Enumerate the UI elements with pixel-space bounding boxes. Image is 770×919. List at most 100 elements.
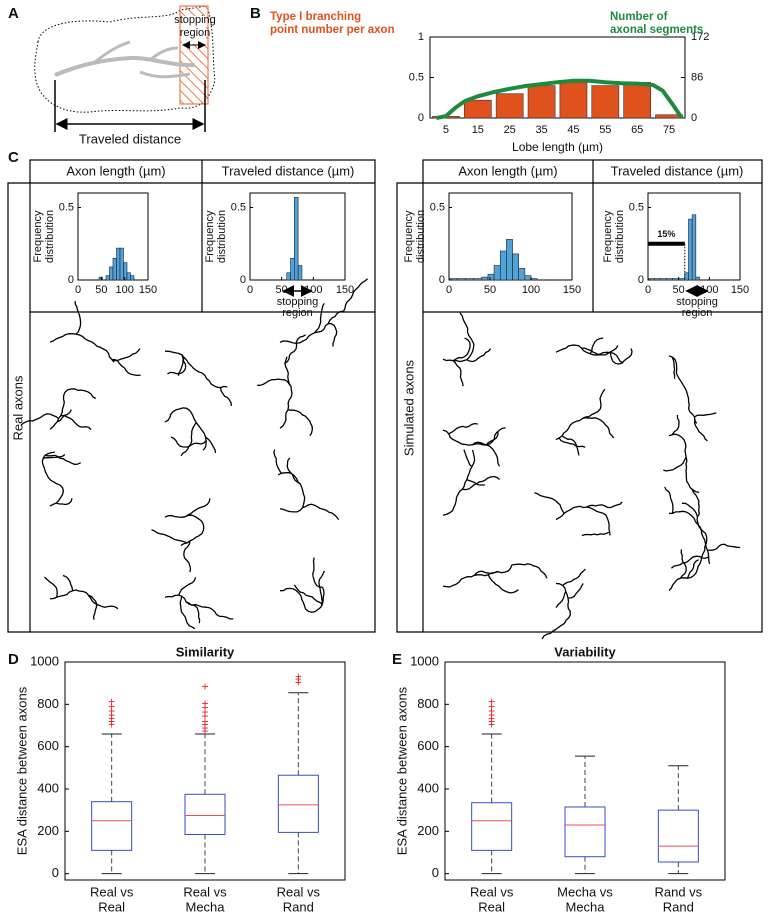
hist-bar (499, 250, 507, 281)
y-tick-label: 1 (418, 31, 424, 43)
flier: + (108, 694, 115, 708)
x-tick-label: 55 (599, 124, 611, 136)
hist-bar (512, 253, 519, 281)
x-tick-label: 75 (663, 124, 675, 136)
hist-bar (672, 278, 679, 281)
x-tick-label: 65 (631, 124, 643, 136)
flier: + (488, 714, 495, 728)
x-tick-label: Real vs (277, 884, 321, 899)
x-tick-label: 0 (75, 284, 81, 296)
axon (151, 498, 211, 573)
annotation: region (180, 27, 211, 39)
bar (623, 82, 652, 119)
x-tick-label: 100 (700, 284, 718, 296)
hist-bar (297, 265, 303, 281)
flier: + (108, 718, 115, 732)
hist-bar (695, 276, 700, 281)
y-axis-label: Frequency (32, 210, 44, 262)
flier: + (108, 708, 115, 722)
y-tick-label: 0 (418, 112, 424, 124)
box (91, 801, 133, 851)
axon (555, 388, 615, 456)
bar (527, 85, 556, 119)
y-tick-label: 200 (37, 823, 59, 838)
hist-bar (493, 265, 501, 281)
hist-bar (678, 278, 686, 281)
flier: + (108, 700, 115, 714)
bar (463, 99, 492, 119)
axon (279, 278, 369, 347)
y-axis-label: distribution (415, 210, 427, 263)
bar (559, 82, 588, 119)
x-tick-label: 50 (484, 284, 496, 296)
x-tick-label: 15 (472, 124, 484, 136)
y-tick-label: 1000 (30, 653, 59, 668)
flier: + (295, 672, 302, 686)
x-tick-label: 100 (522, 284, 540, 296)
legend-label: axonal segments (610, 24, 703, 36)
x-tick-label: Real vs (183, 884, 227, 899)
x-tick-label: 0 (446, 284, 452, 296)
x-tick-label: 150 (731, 284, 749, 296)
axon (555, 337, 633, 365)
column-header: Axon length (µm) (66, 163, 165, 178)
axon (442, 422, 506, 467)
hist-bar (126, 272, 131, 281)
flier: + (201, 721, 208, 735)
panel-label: C (8, 149, 19, 166)
annotation: stopping (277, 296, 319, 308)
flier: + (201, 718, 208, 732)
hist-bar (465, 278, 474, 281)
axon (20, 388, 97, 431)
axon (41, 451, 81, 507)
y-tick-label: 0 (52, 865, 59, 880)
hist-bar (294, 197, 299, 281)
panel-label: D (8, 651, 19, 668)
x-tick-label: Rand (663, 899, 694, 914)
x-tick-label: Mecha vs (557, 884, 613, 899)
axon (164, 407, 217, 457)
bar (591, 85, 620, 119)
x-tick-label: Mecha (565, 899, 605, 914)
hist-bar (109, 266, 114, 281)
flier: + (201, 701, 208, 715)
x-tick-label: Mecha (185, 899, 225, 914)
axon (442, 312, 492, 387)
y-tick-label: 600 (37, 738, 59, 753)
y-tick-label: 0 (439, 274, 445, 286)
axon (273, 449, 340, 521)
axon (442, 563, 548, 594)
x-tick-label: Rand (283, 899, 314, 914)
hist-bar (487, 273, 495, 281)
axon (44, 574, 119, 620)
flier: + (488, 700, 495, 714)
column-header: Traveled distance (µm) (222, 163, 355, 178)
y-tick-label: 0 (68, 274, 74, 286)
axon (541, 568, 586, 640)
y-tick-label: 0 (638, 274, 644, 286)
row-label: Real axons (10, 375, 25, 441)
y-tick-label: 400 (37, 780, 59, 795)
line-series (436, 78, 684, 120)
x-tick-label: Real vs (470, 884, 514, 899)
hist-bar (290, 257, 295, 281)
flier: + (108, 714, 115, 728)
plot-frame (64, 661, 346, 881)
hist-bar (691, 214, 697, 281)
y-tick-label: 0.5 (59, 201, 74, 213)
x-tick-label: 45 (567, 124, 579, 136)
plot-frame (444, 661, 726, 881)
y-tick-label: 0.5 (430, 201, 445, 213)
annotation: stopping (676, 296, 718, 308)
x-tick-label: Real vs (90, 884, 134, 899)
y-axis-label: distribution (216, 210, 228, 263)
x-tick-label: 50 (673, 284, 685, 296)
annotation: stopping (174, 14, 216, 26)
x-tick-label: 150 (336, 284, 354, 296)
box (657, 809, 699, 863)
axon (534, 492, 623, 537)
flier: + (201, 697, 208, 711)
hist-bar (659, 278, 667, 281)
box (471, 802, 513, 851)
x-tick-label: Real (478, 899, 505, 914)
